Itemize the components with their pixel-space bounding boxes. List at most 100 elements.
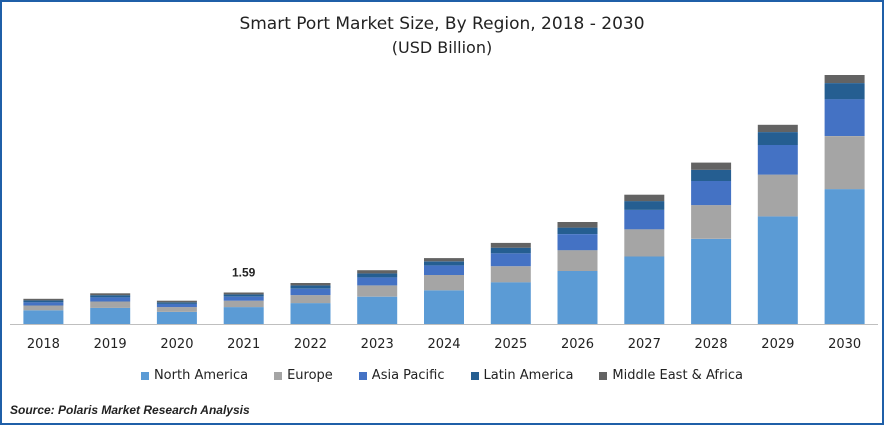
x-tick-label-2025: 2025	[494, 337, 527, 352]
bar-segment-latin-america-2023	[357, 273, 398, 278]
x-tick-label-2030: 2030	[828, 337, 861, 352]
x-tick-label-2020: 2020	[160, 337, 193, 352]
bar-segment-latin-america-2022	[290, 285, 331, 289]
bar-segment-latin-america-2030	[824, 83, 865, 100]
x-tick-label-2027: 2027	[628, 337, 661, 352]
bar-segment-middle-east-africa-2018	[23, 298, 64, 301]
bar-segment-asia-pacific-2029	[757, 144, 798, 175]
chart-subtitle: (USD Billion)	[391, 38, 493, 57]
bar-segment-europe-2018	[23, 305, 64, 311]
bar-segment-asia-pacific-2022	[290, 288, 331, 296]
x-tick-label-2024: 2024	[427, 337, 460, 352]
bar-segment-north-america-2018	[23, 310, 64, 324]
x-tick-label-2028: 2028	[695, 337, 728, 352]
legend-item-europe: Europe	[274, 368, 333, 383]
bar-segment-middle-east-africa-2019	[90, 293, 131, 296]
bar-segment-europe-2027	[624, 229, 665, 257]
legend-item-middle-east-africa: Middle East & Africa	[599, 368, 743, 383]
bar-segment-middle-east-africa-2026	[557, 222, 598, 228]
bar-segment-middle-east-africa-2020	[156, 300, 197, 303]
bar-segment-europe-2029	[757, 174, 798, 217]
bar-segment-latin-america-2018	[23, 300, 64, 303]
bar-segment-middle-east-africa-2028	[691, 162, 732, 170]
bar-segment-asia-pacific-2020	[156, 303, 197, 308]
bar-segment-middle-east-africa-2025	[490, 242, 531, 248]
chart-title: Smart Port Market Size, By Region, 2018 …	[239, 14, 645, 34]
legend-swatch	[358, 371, 367, 380]
legend-item-latin-america: Latin America	[470, 368, 574, 383]
bar-segment-north-america-2023	[357, 296, 398, 324]
bar-segment-middle-east-africa-2029	[757, 124, 798, 132]
bar-segment-north-america-2022	[290, 303, 331, 324]
legend-label: Latin America	[483, 368, 574, 383]
bar-segment-latin-america-2019	[90, 295, 131, 298]
bar-segment-middle-east-africa-2023	[357, 270, 398, 274]
legend-swatch	[274, 371, 283, 380]
bar-segment-middle-east-africa-2027	[624, 194, 665, 202]
bar-segment-europe-2021	[223, 300, 264, 308]
bar-segment-north-america-2025	[490, 282, 531, 324]
bar-segment-north-america-2019	[90, 307, 131, 324]
bar-segment-latin-america-2024	[424, 261, 464, 266]
bar-segment-latin-america-2028	[691, 169, 732, 181]
bar-segment-latin-america-2020	[156, 302, 197, 304]
bar-segment-latin-america-2021	[223, 294, 264, 297]
x-tick-label-2019: 2019	[94, 337, 127, 352]
legend-label: Middle East & Africa	[612, 368, 744, 383]
bar-segment-asia-pacific-2021	[223, 296, 264, 301]
x-tick-label-2026: 2026	[561, 337, 594, 352]
bar-segment-middle-east-africa-2021	[223, 292, 264, 295]
bar-segment-north-america-2020	[156, 312, 197, 324]
bar-segment-latin-america-2029	[757, 132, 798, 145]
legend-item-asia-pacific: Asia Pacific	[358, 368, 445, 383]
legend-label: Europe	[287, 368, 333, 383]
bar-segment-latin-america-2027	[624, 201, 665, 210]
x-tick-label-2021: 2021	[227, 337, 260, 352]
source-note: Source: Polaris Market Research Analysis	[10, 403, 250, 417]
bar-segment-europe-2023	[357, 285, 398, 297]
bar-segment-north-america-2026	[557, 271, 598, 324]
bar-segment-asia-pacific-2026	[557, 234, 598, 251]
bar-segment-middle-east-africa-2030	[824, 75, 865, 83]
x-tick-label-2022: 2022	[294, 337, 327, 352]
legend-label: Asia Pacific	[371, 368, 445, 383]
bar-segment-asia-pacific-2028	[691, 181, 732, 206]
x-tick-label-2029: 2029	[761, 337, 794, 352]
bar-segment-latin-america-2026	[557, 227, 598, 234]
bar-segment-europe-2025	[490, 266, 531, 283]
bar-segment-asia-pacific-2024	[424, 265, 464, 275]
x-tick-label-2023: 2023	[361, 337, 394, 352]
bar-segment-latin-america-2025	[490, 247, 531, 254]
bar-segment-north-america-2029	[757, 216, 798, 324]
bar-segment-middle-east-africa-2022	[290, 283, 331, 286]
data-label-2021: 1.59	[232, 266, 256, 280]
bar-segment-europe-2026	[557, 250, 598, 271]
bar-segment-asia-pacific-2030	[824, 99, 865, 136]
chart-legend: North America Europe Asia Pacific Latin Ame…	[2, 368, 882, 383]
bar-segment-europe-2022	[290, 295, 331, 304]
bar-segment-europe-2028	[691, 205, 732, 239]
bar-segment-north-america-2028	[691, 238, 732, 324]
bar-segment-asia-pacific-2023	[357, 277, 398, 286]
legend-item-north-america: North America	[140, 368, 249, 383]
legend-swatch	[470, 371, 479, 380]
bar-segment-asia-pacific-2025	[490, 253, 531, 267]
bar-segment-north-america-2030	[824, 189, 865, 324]
bar-segment-europe-2030	[824, 136, 865, 190]
bar-segment-asia-pacific-2027	[624, 210, 665, 230]
x-tick-label-2018: 2018	[27, 337, 60, 352]
bar-segment-north-america-2027	[624, 256, 665, 324]
bar-segment-asia-pacific-2019	[90, 297, 131, 302]
legend-swatch	[140, 371, 149, 380]
legend-label: North America	[153, 368, 249, 383]
bar-segment-europe-2020	[156, 307, 197, 312]
legend-swatch	[599, 371, 608, 380]
bar-segment-middle-east-africa-2024	[424, 258, 464, 262]
bar-segment-europe-2024	[424, 275, 464, 291]
bar-segment-north-america-2024	[424, 290, 464, 324]
bar-segment-asia-pacific-2018	[23, 302, 64, 306]
bar-segment-north-america-2021	[223, 307, 264, 324]
bar-segment-europe-2019	[90, 301, 131, 308]
